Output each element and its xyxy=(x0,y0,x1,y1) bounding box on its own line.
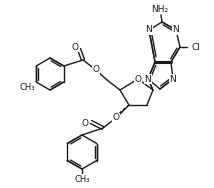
Polygon shape xyxy=(147,77,153,90)
Text: O: O xyxy=(135,74,141,83)
Text: N: N xyxy=(146,26,152,35)
Text: N: N xyxy=(170,74,176,83)
Text: Cl: Cl xyxy=(192,42,201,52)
Text: O: O xyxy=(82,120,89,129)
Text: NH₂: NH₂ xyxy=(152,5,169,14)
Text: CH₃: CH₃ xyxy=(20,83,35,92)
Text: O: O xyxy=(113,114,119,123)
Text: CH₃: CH₃ xyxy=(74,174,90,183)
Text: N: N xyxy=(173,26,179,35)
Text: N: N xyxy=(145,74,151,83)
Text: O: O xyxy=(92,65,100,74)
Text: O: O xyxy=(71,42,79,52)
